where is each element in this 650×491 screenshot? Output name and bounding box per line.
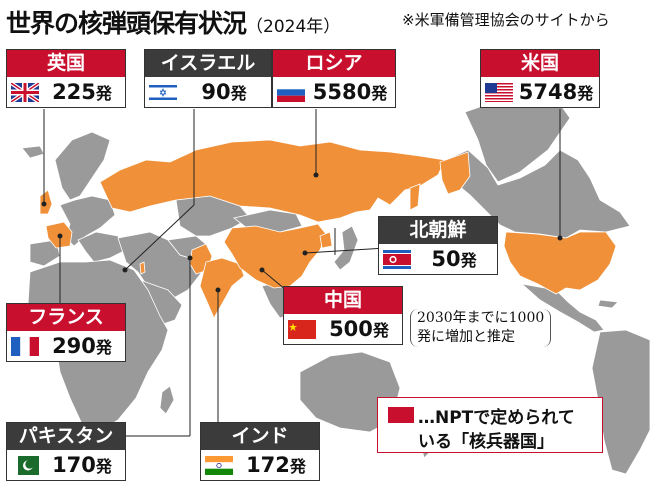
warhead-count: 225発	[52, 80, 112, 104]
alaska-shape	[439, 151, 471, 195]
warhead-count: 50発	[431, 247, 477, 271]
country-name: 北朝鮮	[379, 217, 497, 244]
warhead-count: 90発	[201, 80, 247, 104]
warhead-count: 290発	[52, 334, 112, 358]
warhead-count: 5748発	[518, 80, 594, 104]
china-flag-icon	[288, 319, 316, 339]
country-box-nkorea: 北朝鮮 50発	[378, 216, 498, 275]
scandinavia	[54, 131, 111, 201]
country-name: イスラエル	[145, 50, 271, 77]
warhead-count: 170発	[52, 453, 112, 477]
country-box-france: フランス 290発	[6, 303, 126, 362]
usa-shape	[503, 231, 617, 295]
country-name: ロシア	[273, 50, 395, 77]
legend: …NPTで定められて いる「核兵器国」	[377, 397, 603, 453]
china-projection-note: 2030年までに1000 発に増加と推定	[410, 309, 552, 347]
france-flag-icon	[11, 336, 39, 356]
nkorea-shape	[319, 231, 333, 249]
country-name: パキスタン	[7, 423, 125, 450]
leader-lines	[43, 109, 561, 437]
japan	[333, 225, 359, 271]
warhead-count: 5580発	[312, 80, 388, 104]
country-box-russia: ロシア 5580発	[272, 49, 396, 108]
legend-swatch	[388, 407, 414, 423]
country-name: フランス	[7, 304, 125, 331]
russia-flag-icon	[277, 82, 305, 102]
source-note: ※米軍備管理協会のサイトから	[402, 11, 610, 29]
nuclear-states	[39, 139, 617, 319]
mexico	[520, 283, 605, 333]
warhead-count: 500発	[329, 317, 389, 341]
russia-shape	[99, 139, 446, 223]
uk-shape	[39, 189, 53, 215]
israel-shape	[139, 261, 146, 275]
title-year: （2024年）	[246, 17, 341, 37]
country-box-usa: 米国 5748発	[480, 49, 600, 108]
usa-flag-icon	[485, 82, 513, 102]
warhead-count: 172発	[246, 453, 306, 477]
uk-flag-icon	[11, 82, 39, 102]
country-box-pakistan: パキスタン 170発	[6, 422, 126, 481]
country-box-china: 中国 500発	[283, 286, 403, 345]
israel-flag-icon	[149, 82, 177, 102]
country-box-india: インド 172発	[200, 422, 320, 481]
country-box-uk: 英国 225発	[6, 49, 126, 108]
pakistan-flag-icon	[11, 455, 39, 475]
country-name: 中国	[284, 287, 402, 314]
country-name: インド	[201, 423, 319, 450]
nkorea-flag-icon	[383, 249, 411, 269]
leader-dots	[41, 172, 563, 293]
china-shape	[223, 223, 327, 289]
country-name: 米国	[481, 50, 599, 77]
country-box-israel: イスラエル 90発	[144, 49, 272, 108]
india-shape	[199, 257, 245, 319]
country-name: 英国	[7, 50, 125, 77]
india-flag-icon	[205, 455, 233, 475]
page-title: 世界の核弾頭保有状況（2024年）	[6, 9, 341, 38]
south-america	[591, 329, 650, 475]
legend-text-line2: いる「核兵器国」	[418, 432, 554, 452]
legend-text-line1: …NPTで定められて	[418, 408, 575, 428]
